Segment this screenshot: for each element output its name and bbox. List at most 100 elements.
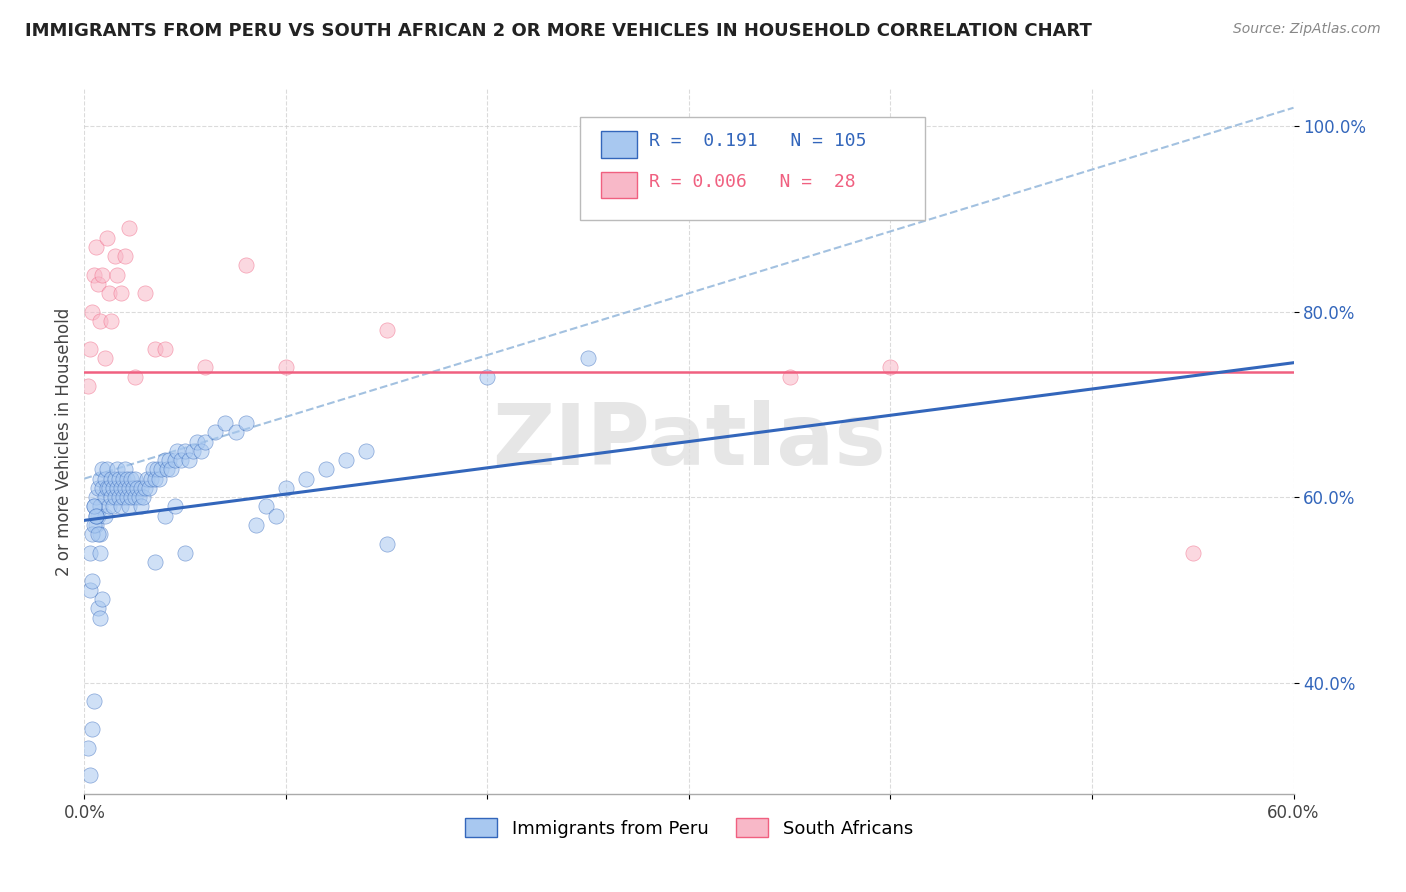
Point bbox=[194, 360, 217, 375]
Point bbox=[138, 481, 160, 495]
Point bbox=[204, 425, 226, 440]
Point bbox=[89, 527, 111, 541]
Point bbox=[879, 360, 901, 375]
Point bbox=[100, 314, 122, 328]
Point bbox=[134, 286, 156, 301]
Point bbox=[779, 369, 801, 384]
Point bbox=[153, 508, 176, 523]
Point bbox=[79, 768, 101, 782]
Point bbox=[91, 592, 114, 607]
Point bbox=[124, 369, 146, 384]
Point bbox=[97, 286, 120, 301]
Point bbox=[156, 462, 179, 476]
Point bbox=[254, 500, 277, 514]
Point bbox=[89, 546, 111, 560]
Point bbox=[100, 490, 122, 504]
Point bbox=[79, 582, 101, 597]
Point bbox=[96, 230, 118, 244]
Point bbox=[264, 508, 287, 523]
Point bbox=[143, 472, 166, 486]
FancyBboxPatch shape bbox=[581, 118, 925, 219]
Point bbox=[82, 574, 104, 588]
Point bbox=[142, 462, 165, 476]
Point bbox=[93, 472, 115, 486]
Point bbox=[120, 490, 142, 504]
Point bbox=[87, 527, 110, 541]
Point bbox=[576, 351, 599, 365]
Point bbox=[86, 240, 108, 254]
Point bbox=[225, 425, 247, 440]
Point bbox=[375, 536, 398, 550]
Point bbox=[107, 472, 129, 486]
Point bbox=[235, 416, 257, 430]
Point bbox=[79, 342, 101, 356]
Point bbox=[89, 472, 111, 486]
Point bbox=[477, 369, 499, 384]
Point bbox=[77, 740, 100, 755]
Point bbox=[125, 481, 148, 495]
Point bbox=[179, 453, 201, 467]
Point bbox=[97, 481, 120, 495]
Point bbox=[83, 694, 105, 708]
Point bbox=[82, 304, 104, 318]
Text: R = 0.006   N =  28: R = 0.006 N = 28 bbox=[650, 172, 856, 191]
Point bbox=[101, 481, 124, 495]
Point bbox=[139, 472, 162, 486]
Text: R =  0.191   N = 105: R = 0.191 N = 105 bbox=[650, 132, 866, 150]
Point bbox=[274, 360, 297, 375]
Point bbox=[83, 518, 105, 533]
Point bbox=[105, 462, 128, 476]
Point bbox=[104, 472, 127, 486]
Legend: Immigrants from Peru, South Africans: Immigrants from Peru, South Africans bbox=[458, 811, 920, 845]
Point bbox=[356, 443, 378, 458]
Point bbox=[120, 472, 142, 486]
Point bbox=[91, 462, 114, 476]
Point bbox=[86, 490, 108, 504]
Point bbox=[93, 508, 115, 523]
Text: Source: ZipAtlas.com: Source: ZipAtlas.com bbox=[1233, 22, 1381, 37]
Point bbox=[79, 546, 101, 560]
Point bbox=[174, 546, 197, 560]
Point bbox=[165, 453, 187, 467]
Point bbox=[82, 527, 104, 541]
Point bbox=[87, 508, 110, 523]
FancyBboxPatch shape bbox=[600, 131, 637, 158]
Point bbox=[235, 259, 257, 273]
Point bbox=[153, 453, 176, 467]
Text: IMMIGRANTS FROM PERU VS SOUTH AFRICAN 2 OR MORE VEHICLES IN HOUSEHOLD CORRELATIO: IMMIGRANTS FROM PERU VS SOUTH AFRICAN 2 … bbox=[25, 22, 1092, 40]
Point bbox=[104, 490, 127, 504]
Point bbox=[143, 555, 166, 569]
Point bbox=[110, 286, 132, 301]
Point bbox=[157, 453, 180, 467]
Point bbox=[118, 481, 141, 495]
Point bbox=[245, 518, 267, 533]
Point bbox=[87, 277, 110, 291]
Point bbox=[190, 443, 212, 458]
Point bbox=[114, 462, 136, 476]
Point bbox=[83, 500, 105, 514]
Point bbox=[118, 500, 141, 514]
Point bbox=[87, 481, 110, 495]
Point bbox=[160, 462, 183, 476]
Point bbox=[132, 490, 155, 504]
Y-axis label: 2 or more Vehicles in Household: 2 or more Vehicles in Household bbox=[55, 308, 73, 575]
FancyBboxPatch shape bbox=[600, 171, 637, 198]
Point bbox=[110, 500, 132, 514]
Point bbox=[115, 490, 138, 504]
Point bbox=[124, 472, 146, 486]
Text: ZIPatlas: ZIPatlas bbox=[492, 400, 886, 483]
Point bbox=[148, 472, 170, 486]
Point bbox=[97, 500, 120, 514]
Point bbox=[335, 453, 357, 467]
Point bbox=[111, 472, 134, 486]
Point bbox=[181, 443, 204, 458]
Point bbox=[86, 518, 108, 533]
Point bbox=[86, 508, 108, 523]
Point bbox=[87, 601, 110, 615]
Point bbox=[77, 379, 100, 393]
Point bbox=[170, 453, 193, 467]
Point bbox=[146, 462, 169, 476]
Point bbox=[214, 416, 236, 430]
Point bbox=[105, 268, 128, 282]
Point bbox=[91, 481, 114, 495]
